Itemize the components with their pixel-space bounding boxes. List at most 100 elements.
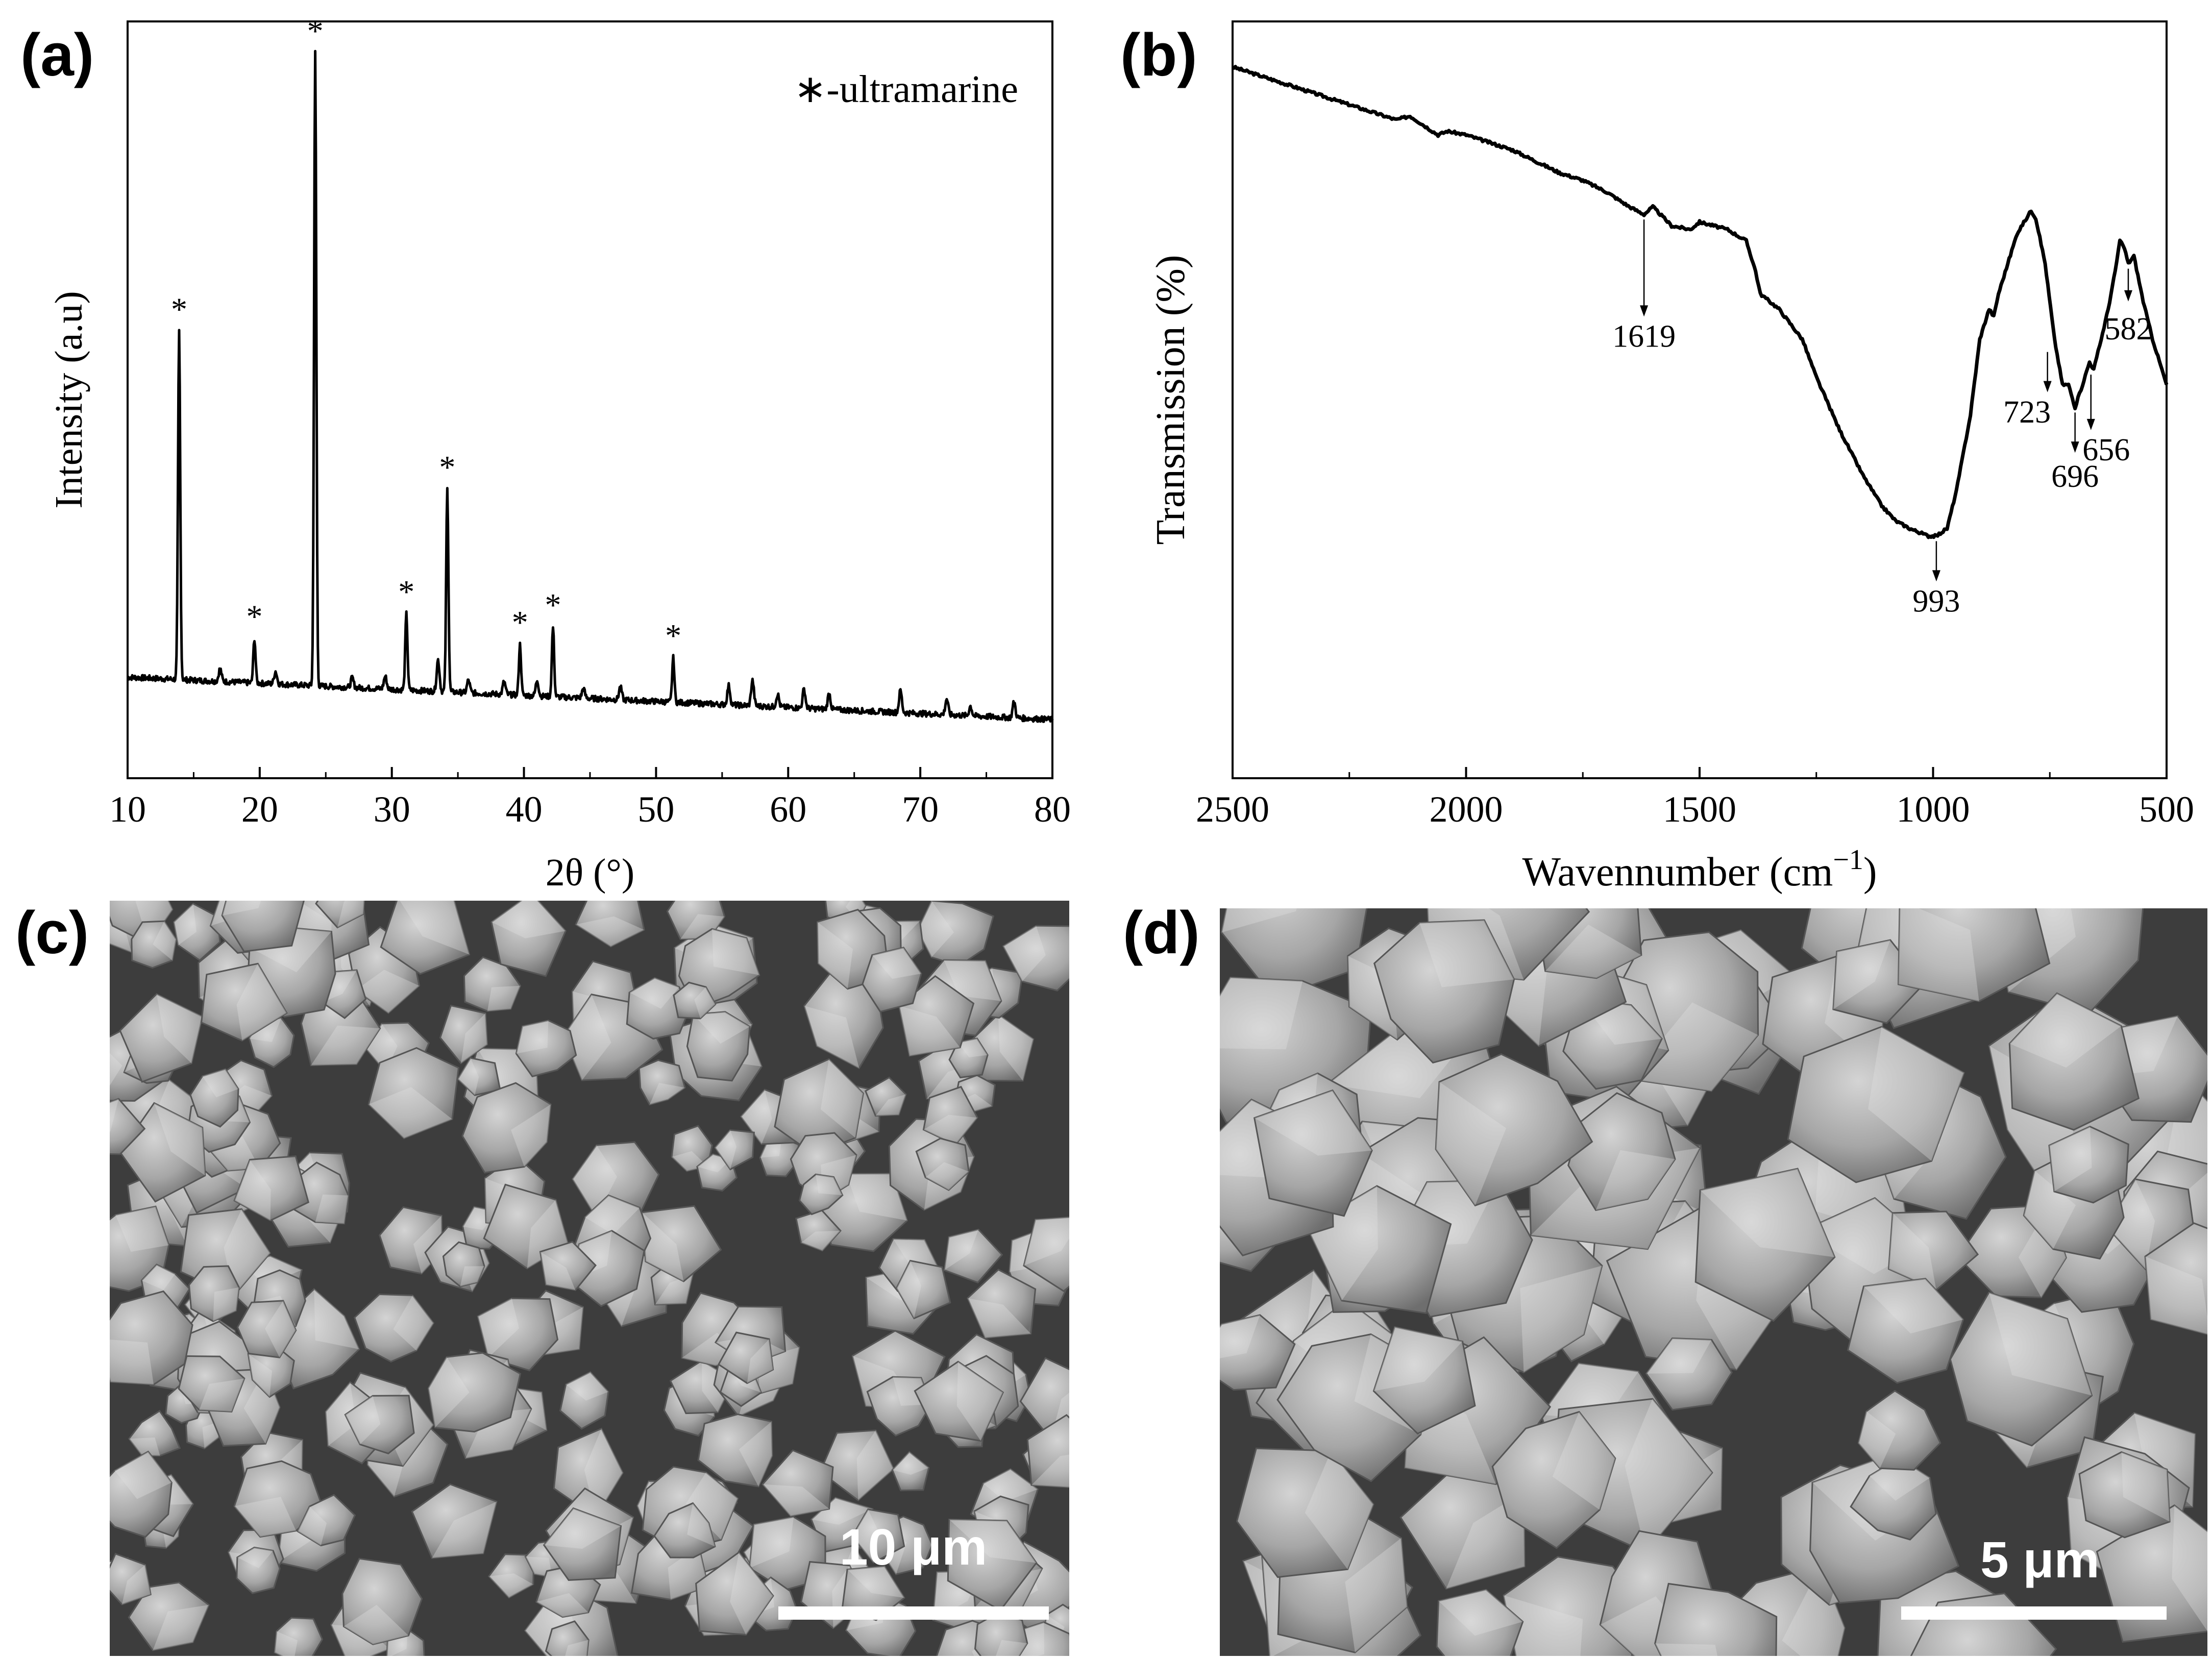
sem-particle-c-facet xyxy=(715,1130,736,1170)
panel-label-c: (c) xyxy=(15,899,89,967)
sem-particle-c xyxy=(297,1494,356,1547)
sem-particle-c xyxy=(626,977,691,1040)
sem-particle-c xyxy=(188,1265,240,1322)
sem-particle-c-facet xyxy=(511,1104,551,1167)
sem-particle-d-facet xyxy=(1307,1186,1378,1301)
sem-particle-c xyxy=(1002,925,1069,992)
x-tick-label-b-3: 1000 xyxy=(1897,789,1970,830)
sem-particle-c xyxy=(864,1076,907,1117)
sem-particle-c-facet xyxy=(337,901,364,928)
sem-particle-c-facet xyxy=(458,1058,479,1096)
x-tick-label-a-2: 30 xyxy=(374,789,410,830)
sem-particle-c xyxy=(718,1331,774,1384)
sem-particles-d xyxy=(1220,908,2207,1656)
sem-particle-c-facet xyxy=(110,1099,119,1132)
sem-particle-d-facet xyxy=(1863,1278,1963,1334)
sem-particle-d-facet xyxy=(1868,1027,1964,1161)
sem-particle-d xyxy=(1887,1210,1979,1291)
sem-particle-d-facet xyxy=(1833,940,1890,1009)
sem-particle-c xyxy=(367,1047,460,1140)
sem-particle-c-facet xyxy=(585,1195,640,1235)
annotation-label-993: 993 xyxy=(1912,584,1960,619)
sem-particle-c-facet xyxy=(478,1298,520,1358)
sem-particle-d-facet xyxy=(1888,1212,1936,1290)
sem-particle-c xyxy=(344,1395,415,1454)
sem-particle-c xyxy=(189,1068,239,1128)
x-axis-label-a: 2θ (°) xyxy=(546,851,634,894)
sem-particle-c xyxy=(543,1507,622,1581)
sem-particle-c-facet xyxy=(122,1565,151,1605)
sem-particle-c-facet xyxy=(129,1437,160,1456)
sem-particle-c-facet xyxy=(153,921,177,961)
sem-particle-c xyxy=(545,1620,589,1656)
sem-particle-c-facet xyxy=(817,922,853,989)
sem-particle-c-facet xyxy=(487,985,521,1011)
sem-particle-c-facet xyxy=(275,1631,298,1656)
sem-particle-c xyxy=(236,1546,281,1594)
sem-particle-c-facet xyxy=(544,1508,621,1549)
sem-particle-c xyxy=(922,1085,978,1146)
sem-particle-c xyxy=(110,1552,152,1605)
sem-particle-c-facet xyxy=(763,1484,829,1516)
sem-particle-c-facet xyxy=(400,901,470,955)
sem-particle-c xyxy=(915,1137,970,1191)
sem-particle-d-facet xyxy=(1305,1451,1374,1570)
peak-marker-5: * xyxy=(512,604,528,640)
sem-particle-d-facet xyxy=(1971,1655,1976,1656)
sem-particle-c-facet xyxy=(847,1566,904,1598)
sem-particle-c-facet xyxy=(712,929,759,975)
sem-particle-d-facet xyxy=(1595,1150,1675,1210)
sem-particle-d-facet xyxy=(1446,1492,1525,1589)
scale-bar-c xyxy=(778,1606,1049,1620)
sem-particle-c-facet xyxy=(536,1593,588,1617)
sem-particle-c-facet xyxy=(1024,1217,1069,1266)
peak-marker-3: * xyxy=(398,574,414,610)
sem-particle-c-facet xyxy=(565,1640,589,1656)
sem-particle-c-facet xyxy=(687,1503,715,1547)
peak-marker-4: * xyxy=(439,449,455,485)
sem-particle-c-facet xyxy=(925,1162,969,1191)
sem-particle-d xyxy=(1787,1026,1965,1183)
sem-particle-c-facet xyxy=(576,916,645,947)
sem-particle-c-facet xyxy=(917,901,954,957)
sem-particle-c-facet xyxy=(224,1209,271,1296)
x-tick-label-a-4: 50 xyxy=(637,789,674,830)
sem-particle-c-facet xyxy=(115,1206,169,1252)
scale-bar-label-c: 10 μm xyxy=(840,1519,988,1576)
plot-frame-a xyxy=(127,20,1053,779)
annotation-label-696: 696 xyxy=(2051,459,2099,494)
sem-particle-c xyxy=(380,901,471,975)
sem-particle-c-facet xyxy=(393,1295,434,1351)
peak-marker-7: * xyxy=(665,617,681,654)
sem-particle-c-facet xyxy=(730,1552,773,1635)
sem-particle-d-facet xyxy=(1625,1399,1712,1552)
sem-particle-c xyxy=(697,1413,773,1488)
x-tick-label-a-7: 80 xyxy=(1034,789,1071,830)
x-tick-label-a-3: 40 xyxy=(506,789,543,830)
x-tick-label-b-2: 1500 xyxy=(1663,789,1736,830)
sem-particle-c xyxy=(274,1617,324,1656)
x-tick-label-a-5: 60 xyxy=(770,789,806,830)
sem-particle-d-facet xyxy=(2009,993,2122,1068)
ftir-chart: 2500 2000 1500 1000 500 Wavennumber (cm−1) Tra… xyxy=(1148,20,2194,895)
sem-particle-c xyxy=(761,1449,834,1517)
sem-particle-c xyxy=(119,993,204,1083)
annotation-arrowhead-582 xyxy=(2124,290,2132,302)
sem-particle-c xyxy=(490,901,567,977)
sem-particle-c xyxy=(966,1269,1037,1339)
sem-particle-c xyxy=(128,1409,181,1457)
sem-particle-c-facet xyxy=(566,1372,608,1401)
xrd-chart: 10 20 30 40 50 60 70 80 2θ (°) Intensity (a.u) ∗-u… xyxy=(47,13,1071,894)
sem-particle-c-facet xyxy=(202,1069,238,1098)
sem-particle-d xyxy=(1645,1337,1733,1411)
peak-marker-2: * xyxy=(307,13,324,49)
sem-particle-c-facet xyxy=(315,1194,349,1224)
sem-particle-c xyxy=(1019,1357,1069,1440)
sem-particle-c-facet xyxy=(899,1005,961,1056)
sem-particle-d-facet xyxy=(1520,1266,1602,1373)
sem-particle-c xyxy=(353,1293,435,1363)
sem-particle-c-facet xyxy=(331,1624,390,1656)
sem-particle-d-facet xyxy=(2024,1170,2076,1249)
sem-particle-d-facet xyxy=(1700,1169,1835,1257)
x-tick-label-a-1: 20 xyxy=(241,789,278,830)
